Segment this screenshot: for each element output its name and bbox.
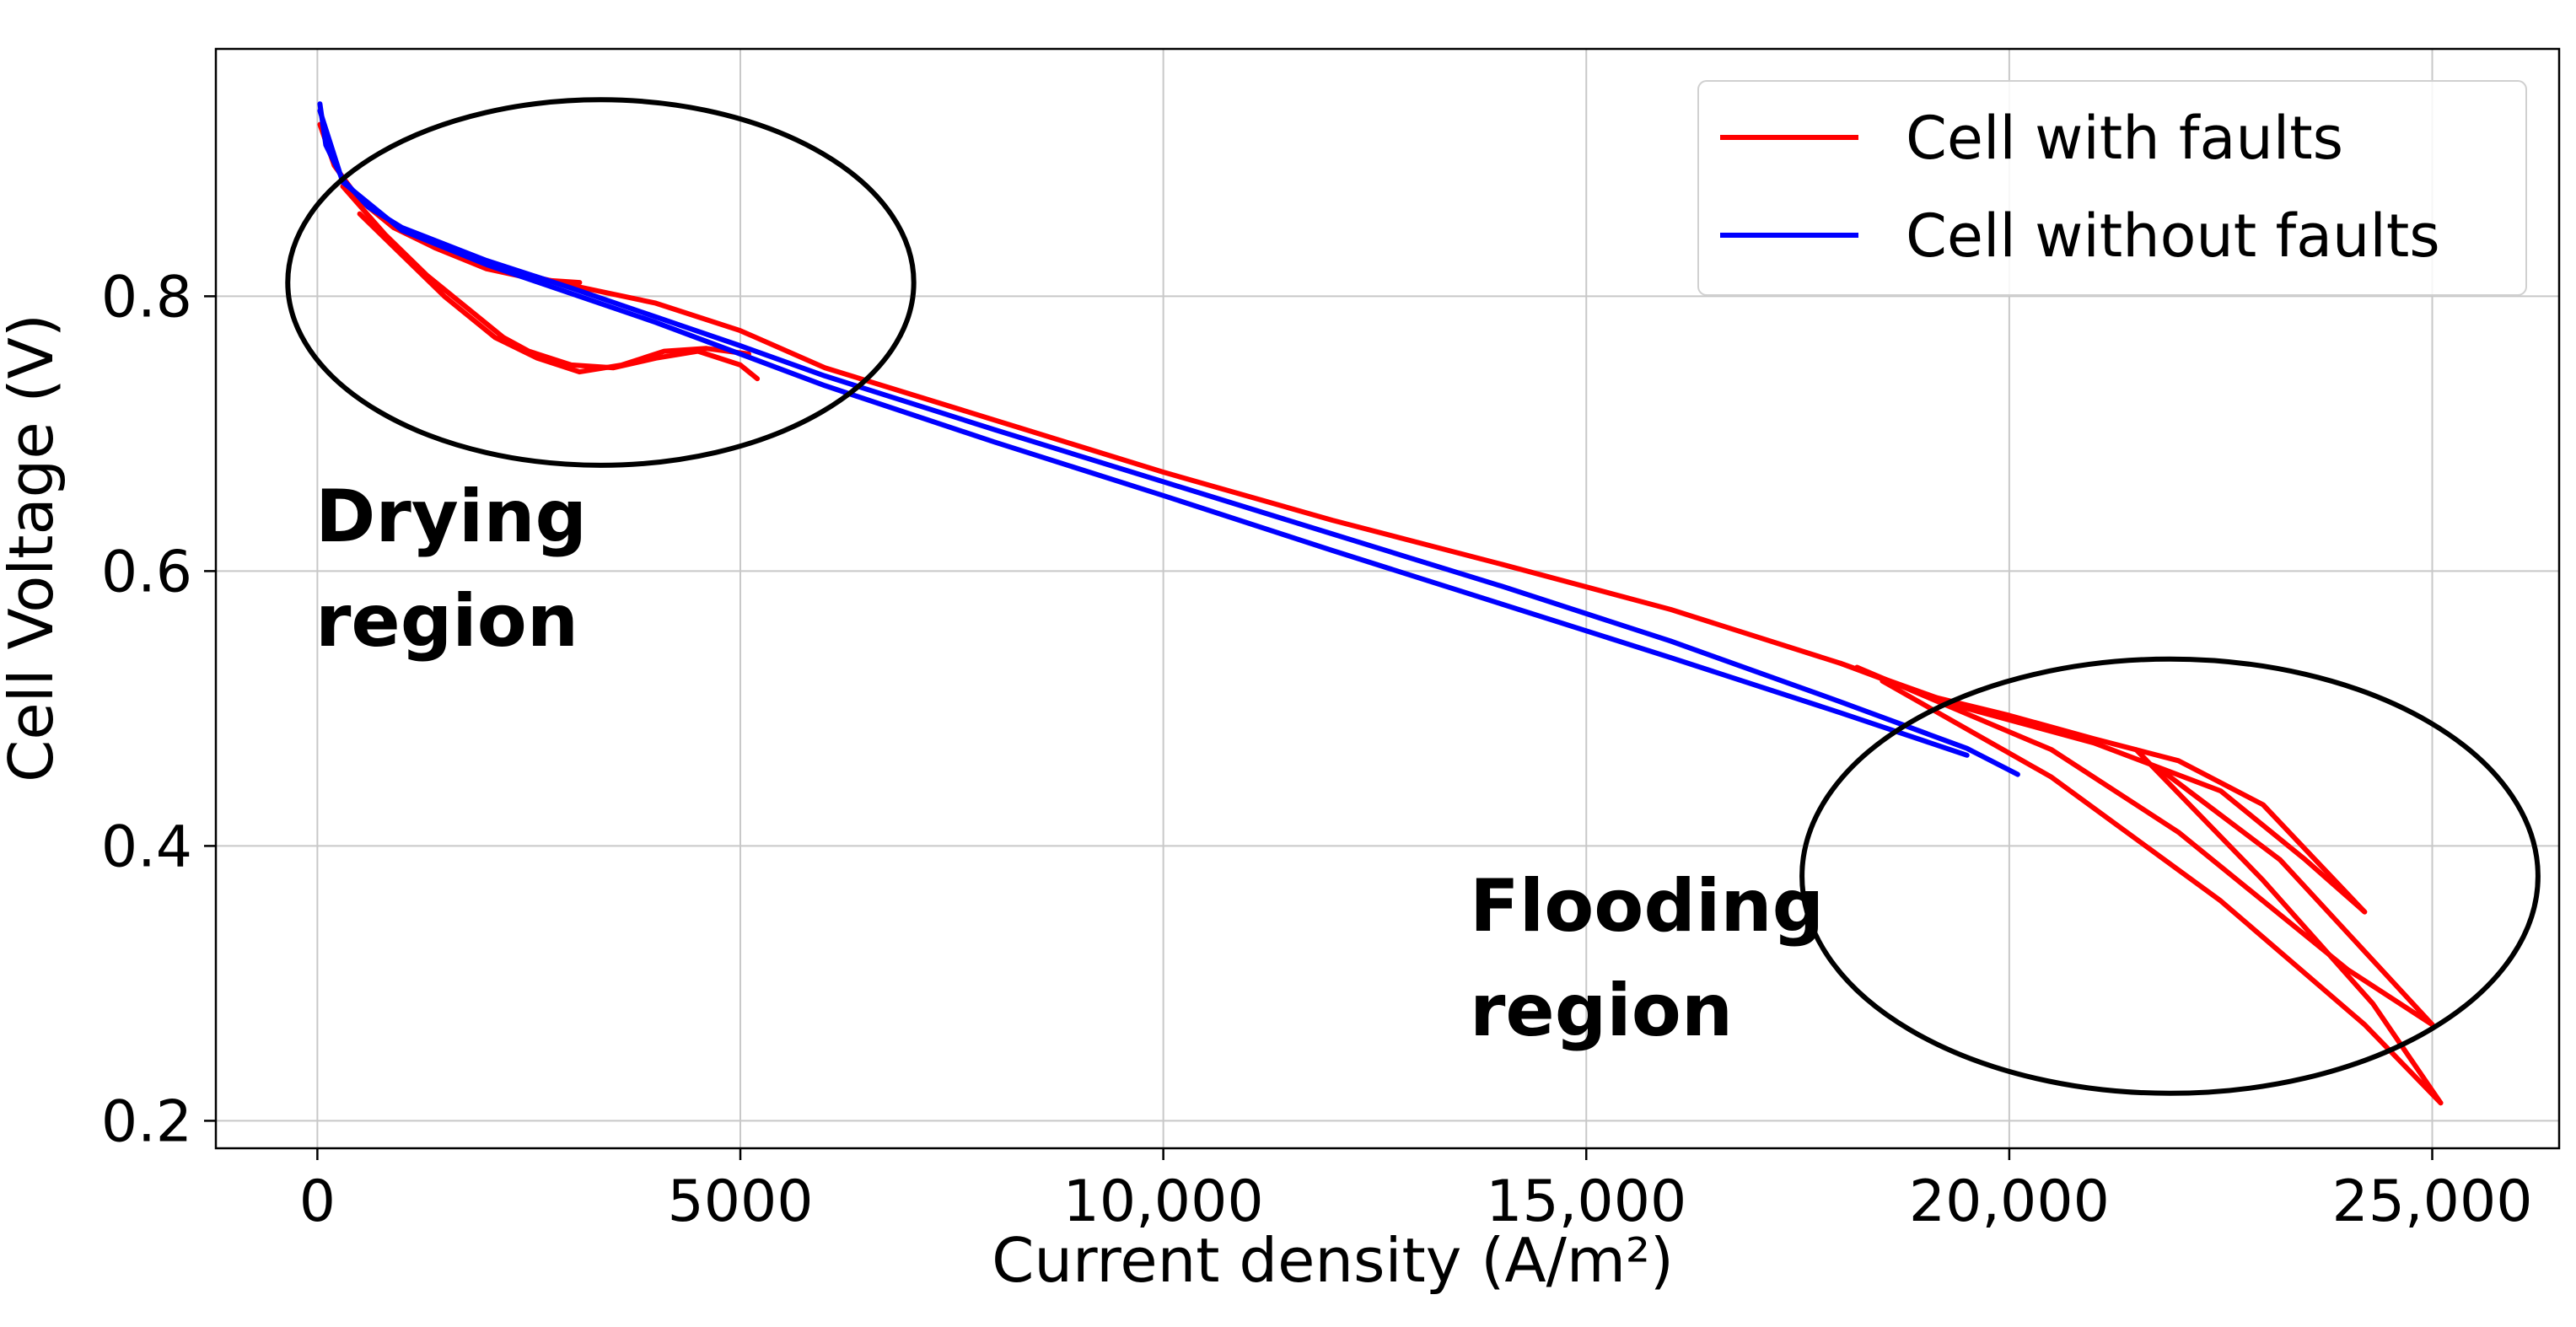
x-tick-label: 20,000 bbox=[1909, 1169, 2110, 1235]
series-line-segment bbox=[1854, 664, 2435, 1028]
series-line-segment bbox=[2159, 767, 2435, 1028]
x-tick-label: 5000 bbox=[667, 1169, 813, 1235]
series-line-segment bbox=[340, 184, 761, 382]
y-tick-label: 0.4 bbox=[101, 814, 192, 880]
series-line-segment bbox=[1880, 678, 2444, 1106]
x-tick-label: 0 bbox=[299, 1169, 336, 1235]
annotation-text: Drying bbox=[315, 475, 587, 559]
legend: Cell with faults Cell without faults bbox=[1697, 80, 2527, 296]
annotation-text: region bbox=[1470, 969, 1733, 1053]
plot-frame bbox=[214, 47, 2561, 1150]
annotation-text: Flooding bbox=[1470, 864, 1824, 948]
annotation-text: region bbox=[315, 579, 578, 664]
y-axis-title: Cell Voltage (V) bbox=[0, 314, 67, 782]
series-cell-without-faults bbox=[317, 101, 2020, 777]
series-line-segment bbox=[2133, 747, 2444, 1106]
x-axis-title: Current density (A/m²) bbox=[992, 1225, 1674, 1296]
series-line-segment bbox=[1837, 660, 2368, 915]
legend-box bbox=[1697, 80, 2527, 296]
y-tick-label: 0.2 bbox=[101, 1088, 192, 1155]
series-line-segment bbox=[484, 263, 2368, 915]
legend-label-no-faults: Cell without faults bbox=[1906, 201, 2440, 271]
x-tick-label: 25,000 bbox=[2332, 1169, 2533, 1235]
series-layer bbox=[317, 101, 2444, 1106]
legend-label-faults: Cell with faults bbox=[1906, 104, 2343, 173]
y-tick-label: 0.8 bbox=[101, 264, 192, 330]
y-tick-label: 0.6 bbox=[101, 539, 192, 605]
annotation-ellipse bbox=[1799, 656, 2541, 1096]
tick-layer: 0 5000 10,000 15,000 20,000 25,000 0.2 0.4 0.6 0.… bbox=[101, 264, 2533, 1235]
annotation-ellipse bbox=[285, 97, 917, 468]
annotation-layer: Drying region Flooding region bbox=[285, 97, 2541, 1096]
x-tick-label: 10,000 bbox=[1063, 1169, 1264, 1235]
series-line-segment bbox=[317, 108, 1970, 758]
series-line-segment bbox=[357, 211, 751, 375]
x-tick-label: 15,000 bbox=[1486, 1169, 1686, 1235]
